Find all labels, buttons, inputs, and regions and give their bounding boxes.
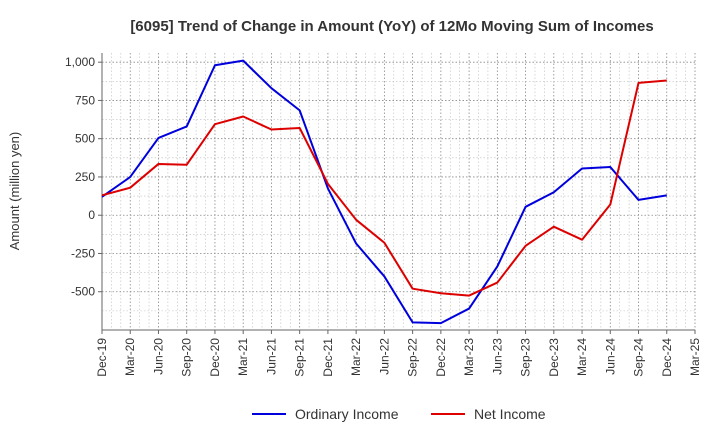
x-tick-label: Dec-22 bbox=[434, 338, 448, 377]
x-tick-label: Sep-24 bbox=[632, 338, 646, 377]
x-tick-label: Mar-24 bbox=[575, 338, 589, 376]
y-tick-label: -250 bbox=[71, 246, 95, 260]
x-tick-label: Dec-23 bbox=[547, 338, 561, 377]
x-tick-label: Mar-22 bbox=[349, 338, 363, 376]
series-line-ordinary-income bbox=[101, 59, 667, 325]
y-tick-labels: -500 -250 0 250 500 750 1,000 bbox=[65, 55, 95, 299]
x-tick-label: Jun-22 bbox=[377, 338, 391, 375]
x-tick-label: Jun-24 bbox=[603, 338, 617, 375]
x-tick-label: Mar-25 bbox=[688, 338, 702, 376]
x-tick-label: Dec-21 bbox=[321, 338, 335, 377]
y-tick-label: 0 bbox=[88, 208, 95, 222]
x-tick-label: Mar-20 bbox=[123, 338, 137, 376]
x-tick-label: Mar-21 bbox=[236, 338, 250, 376]
x-tick-label: Sep-20 bbox=[180, 338, 194, 377]
x-tick-labels: Dec-19 Mar-20 Jun-20 Sep-20 Dec-20 Mar-21 Jun-… bbox=[95, 338, 702, 377]
y-tick-label: 1,000 bbox=[65, 55, 95, 69]
y-tick-label: -500 bbox=[71, 285, 95, 299]
x-tick-label: Dec-24 bbox=[660, 338, 674, 377]
legend: Ordinary Income Net Income bbox=[252, 406, 546, 422]
x-tick-label: Jun-21 bbox=[264, 338, 278, 375]
x-tick-label: Jun-23 bbox=[490, 338, 504, 375]
series-lines bbox=[101, 59, 667, 325]
y-tick-label: 500 bbox=[75, 132, 95, 146]
plot-area bbox=[102, 53, 695, 330]
axes bbox=[98, 53, 696, 334]
y-axis-label: Amount (million yen) bbox=[7, 132, 22, 251]
x-tick-label: Sep-22 bbox=[406, 338, 420, 377]
series-line-net-income bbox=[101, 79, 667, 297]
x-tick-label: Dec-19 bbox=[95, 338, 109, 377]
legend-item-net-income: Net Income bbox=[431, 406, 546, 422]
x-tick-label: Sep-21 bbox=[293, 338, 307, 377]
legend-item-ordinary-income: Ordinary Income bbox=[252, 406, 399, 422]
y-tick-label: 250 bbox=[75, 170, 95, 184]
x-tick-label: Mar-23 bbox=[462, 338, 476, 376]
x-tick-label: Sep-23 bbox=[519, 338, 533, 377]
x-tick-label: Jun-20 bbox=[151, 338, 165, 375]
legend-label-net-income: Net Income bbox=[474, 406, 546, 422]
y-tick-label: 750 bbox=[75, 93, 95, 107]
x-tick-label: Dec-20 bbox=[208, 338, 222, 377]
legend-label-ordinary-income: Ordinary Income bbox=[295, 406, 399, 422]
chart-title: [6095] Trend of Change in Amount (YoY) o… bbox=[130, 18, 653, 35]
